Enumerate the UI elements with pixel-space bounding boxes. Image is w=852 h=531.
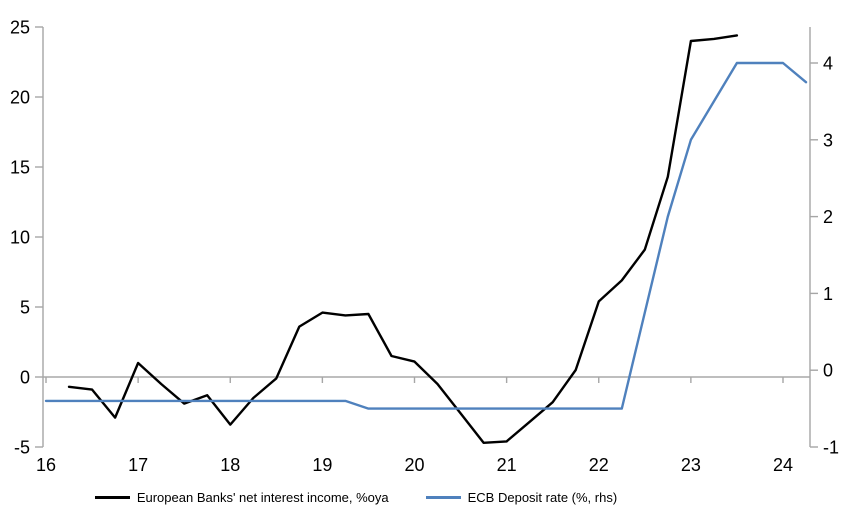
blue-line-swatch: [425, 496, 461, 499]
legend-label-net-interest-income: European Banks' net interest income, %oy…: [136, 490, 389, 505]
legend-label-ecb-deposit-rate: ECB Deposit rate (%, rhs): [467, 490, 618, 505]
x-axis-tick-label: 19: [312, 455, 332, 475]
x-axis-tick-label: 20: [404, 455, 424, 475]
left-axis-tick-label: 10: [10, 228, 30, 248]
left-axis-tick-label: 15: [10, 158, 30, 178]
x-axis-tick-label: 17: [128, 455, 148, 475]
right-axis-tick-label: 0: [823, 361, 833, 381]
legend-item-net-interest-income: European Banks' net interest income, %oy…: [94, 490, 389, 505]
chart-legend: European Banks' net interest income, %oy…: [0, 490, 852, 505]
x-axis-tick-label: 24: [773, 455, 793, 475]
x-axis-tick-label: 22: [589, 455, 609, 475]
right-axis-tick-label: 2: [823, 207, 833, 227]
right-axis-tick-label: 1: [823, 284, 833, 304]
x-axis-tick-label: 18: [220, 455, 240, 475]
x-axis-tick-label: 23: [681, 455, 701, 475]
x-axis-tick-label: 21: [497, 455, 517, 475]
black-line-swatch: [94, 496, 130, 499]
left-axis-tick-label: -5: [14, 438, 30, 458]
right-axis-tick-label: -1: [823, 438, 839, 458]
left-axis-tick-label: 25: [10, 18, 30, 38]
x-axis-tick-label: 16: [36, 455, 56, 475]
net-interest-income-line: [67, 34, 739, 444]
right-axis-tick-label: 4: [823, 54, 833, 74]
right-axis-tick-label: 3: [823, 130, 833, 150]
legend-item-ecb-deposit-rate: ECB Deposit rate (%, rhs): [425, 490, 618, 505]
left-axis-tick-label: 0: [20, 368, 30, 388]
left-axis-tick-label: 20: [10, 88, 30, 108]
ecb-deposit-rate-line: [44, 61, 808, 410]
left-axis-tick-label: 5: [20, 298, 30, 318]
